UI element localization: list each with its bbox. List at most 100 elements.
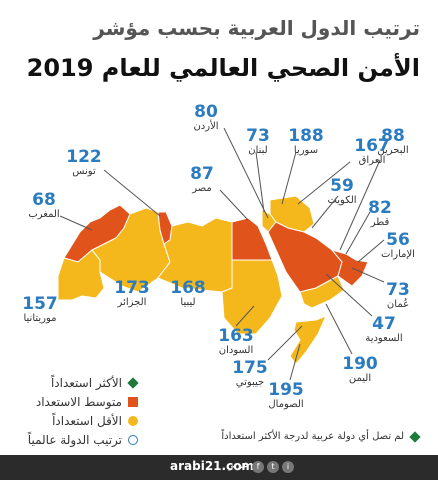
footnote: لم تصل أي دولة عربية لدرجة الأكثر استعدا…: [221, 430, 421, 443]
country-rank: 168: [170, 278, 206, 298]
country-label: 175 جيبوتي: [215, 360, 285, 388]
country-rank: 173: [114, 278, 150, 298]
country-label: 163 السودان: [201, 328, 271, 356]
circle-icon: [128, 415, 138, 426]
country-label: 56 الإمارات: [363, 232, 433, 260]
leader-line: [235, 305, 255, 327]
country-rank: 190: [342, 354, 378, 374]
country-name: تونس: [72, 166, 96, 177]
site-url[interactable]: arabi21.com: [170, 459, 254, 473]
country-label: 73 عُمان: [363, 282, 433, 310]
country-rank: 157: [22, 294, 58, 314]
leader-line: [219, 189, 249, 221]
country-label: 190 اليمن: [325, 356, 395, 384]
twitter-icon[interactable]: t: [267, 461, 279, 473]
leader-line: [59, 215, 93, 231]
country-name: البحرين: [377, 145, 409, 156]
leader-line: [255, 151, 265, 213]
country-rank: 68: [32, 190, 56, 210]
ring-icon: [128, 434, 138, 445]
square-icon: [128, 396, 138, 407]
country-rank: 167: [354, 136, 390, 156]
diamond-icon: [127, 376, 139, 389]
country-rank: 56: [386, 230, 410, 250]
leader-line: [345, 211, 371, 255]
country-rank: 59: [330, 176, 354, 196]
country-label: 122 تونس: [49, 149, 119, 177]
footer-bar: arabi21.com عربي f t i: [0, 455, 438, 480]
country-name: عُمان: [386, 299, 410, 310]
country-label: 168 ليبيا: [153, 280, 223, 308]
leader-line: [223, 127, 269, 219]
leader-line: [289, 343, 301, 381]
leader-line: [325, 273, 373, 317]
country-name: ليبيا: [180, 297, 196, 308]
country-name: السعودية: [365, 333, 403, 344]
country-label: 80 الأردن: [171, 104, 241, 132]
country-name: الجزائر: [117, 297, 147, 308]
country-rank: 73: [386, 280, 410, 300]
country-name: سوريا: [293, 145, 319, 156]
legend-item-most: الأكثر استعداداً: [28, 373, 139, 392]
leader-line: [325, 303, 353, 355]
brand-label: عربي: [226, 460, 249, 471]
leader-line: [281, 151, 297, 205]
country-name: الصومال: [268, 399, 304, 410]
title-line-1: ترتيب الدول العربية بحسب مؤشر: [93, 16, 420, 40]
country-name: مصر: [192, 183, 212, 194]
legend-item-medium: متوسط الاستعداد: [28, 392, 138, 411]
country-rank: 188: [288, 126, 324, 146]
country-name: المغرب: [28, 209, 60, 220]
country-label: 47 السعودية: [349, 316, 419, 344]
country-label: 87 مصر: [167, 166, 237, 194]
leader-line: [351, 267, 385, 283]
region-gulf: [330, 249, 369, 287]
country-label: 195 الصومال: [251, 382, 321, 410]
country-label: 157 موريتانيا: [5, 296, 75, 324]
country-rank: 88: [381, 126, 405, 146]
leader-line: [267, 325, 303, 361]
legend-item-least: الأقل استعداداً: [28, 411, 138, 430]
country-name: الكويت: [327, 195, 357, 206]
region-yemen: [299, 275, 345, 309]
country-rank: 195: [268, 380, 304, 400]
country-label: 68 المغرب: [9, 192, 79, 220]
diamond-icon: [409, 430, 421, 443]
country-name: الإمارات: [381, 249, 415, 260]
country-rank: 163: [218, 326, 254, 346]
leader-line: [103, 169, 161, 217]
instagram-icon[interactable]: i: [282, 461, 294, 473]
country-label: 188 سوريا: [271, 128, 341, 156]
country-label: 88 البحرين: [358, 128, 428, 156]
country-label: 73 لبنان: [223, 128, 293, 156]
title-line-2: الأمن الصحي العالمي للعام 2019: [26, 54, 420, 82]
country-rank: 47: [372, 314, 396, 334]
country-rank: 82: [368, 198, 392, 218]
country-rank: 73: [246, 126, 270, 146]
legend: الأكثر استعداداً متوسط الاستعداد الأقل ا…: [28, 373, 139, 449]
facebook-icon[interactable]: f: [252, 461, 264, 473]
country-name: جيبوتي: [235, 377, 265, 388]
country-name: العراق: [358, 155, 386, 166]
country-label: 167 العراق: [337, 138, 407, 166]
region-horn: [289, 315, 327, 365]
country-label: 82 قطر: [345, 200, 415, 228]
country-name: موريتانيا: [23, 313, 57, 324]
legend-item-rank: ترتيب الدولة عالمياً: [28, 430, 138, 449]
leader-line: [357, 239, 385, 263]
leader-line: [339, 159, 381, 251]
country-name: اليمن: [348, 373, 372, 384]
country-rank: 80: [194, 102, 218, 122]
leader-line: [311, 195, 339, 229]
country-rank: 122: [66, 147, 102, 167]
country-label: 59 الكويت: [307, 178, 377, 206]
country-name: قطر: [370, 217, 390, 228]
country-name: لبنان: [248, 145, 268, 156]
country-label: 173 الجزائر: [97, 280, 167, 308]
country-name: السودان: [218, 345, 254, 356]
region-mauritania: [57, 249, 105, 301]
country-rank: 87: [190, 164, 214, 184]
region-sudan: [221, 259, 283, 335]
country-name: الأردن: [193, 121, 219, 132]
